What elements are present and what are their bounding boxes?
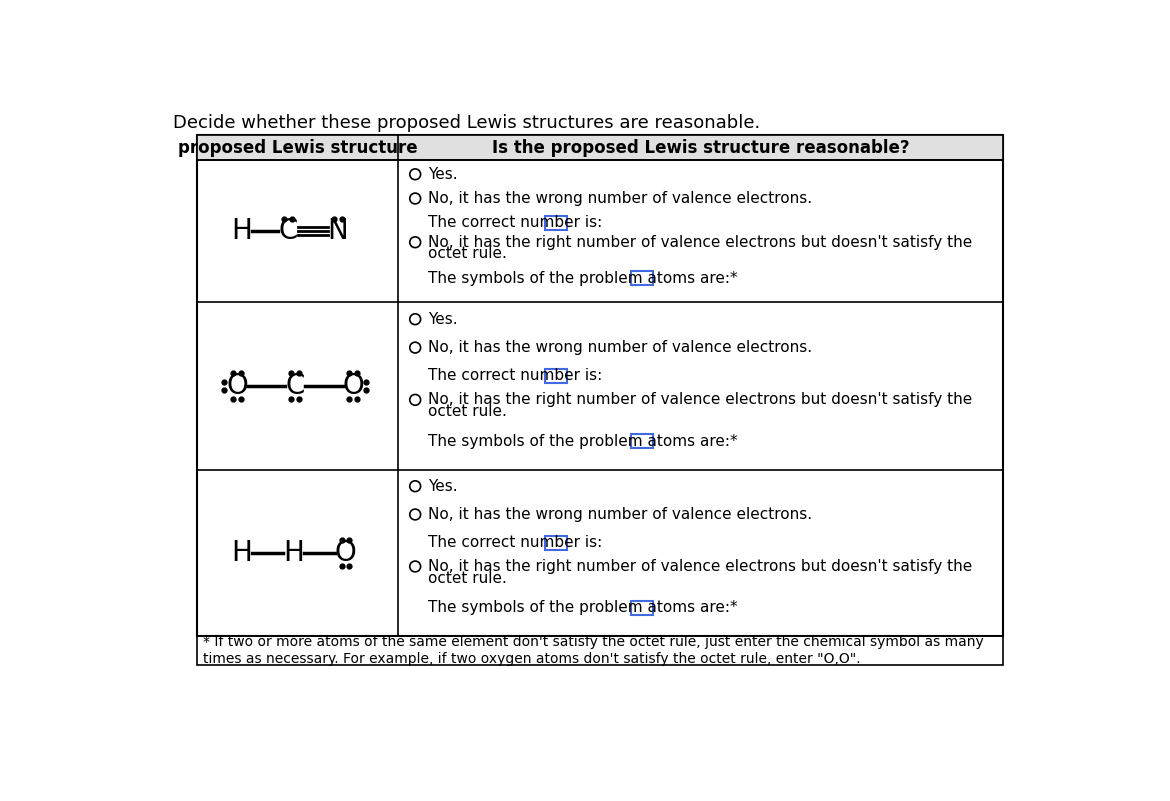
Text: The symbols of the problem atoms are:*: The symbols of the problem atoms are:* (427, 433, 737, 449)
Text: No, it has the right number of valence electrons but doesn't satisfy the: No, it has the right number of valence e… (427, 559, 972, 574)
Text: No, it has the wrong number of valence electrons.: No, it has the wrong number of valence e… (427, 507, 812, 522)
Text: Is the proposed Lewis structure reasonable?: Is the proposed Lewis structure reasonab… (491, 139, 909, 157)
Polygon shape (545, 215, 567, 230)
Polygon shape (632, 434, 653, 448)
Text: No, it has the wrong number of valence electrons.: No, it has the wrong number of valence e… (427, 340, 812, 355)
Text: The symbols of the problem atoms are:*: The symbols of the problem atoms are:* (427, 271, 737, 286)
Text: octet rule.: octet rule. (427, 404, 507, 419)
Polygon shape (632, 601, 653, 614)
Text: No, it has the wrong number of valence electrons.: No, it has the wrong number of valence e… (427, 191, 812, 206)
Text: C: C (285, 372, 304, 400)
Text: The correct number is:: The correct number is: (427, 368, 601, 384)
Text: H: H (283, 539, 304, 567)
Text: octet rule.: octet rule. (427, 570, 507, 586)
Text: O: O (343, 372, 364, 400)
Polygon shape (545, 369, 567, 383)
Polygon shape (545, 536, 567, 549)
Text: The correct number is:: The correct number is: (427, 215, 601, 230)
Text: H: H (232, 539, 252, 567)
Text: N: N (328, 217, 347, 245)
Text: Yes.: Yes. (427, 167, 457, 182)
Text: * If two or more atoms of the same element don't satisfy the octet rule, just en: * If two or more atoms of the same eleme… (202, 635, 984, 666)
Text: Yes.: Yes. (427, 312, 457, 327)
Text: proposed Lewis structure: proposed Lewis structure (178, 139, 418, 157)
Text: Decide whether these proposed Lewis structures are reasonable.: Decide whether these proposed Lewis stru… (173, 114, 760, 132)
Polygon shape (197, 135, 1003, 636)
Text: The correct number is:: The correct number is: (427, 535, 601, 550)
Polygon shape (632, 272, 653, 285)
Text: No, it has the right number of valence electrons but doesn't satisfy the: No, it has the right number of valence e… (427, 392, 972, 408)
Polygon shape (197, 636, 1003, 665)
Text: O: O (226, 372, 248, 400)
Polygon shape (197, 135, 1003, 160)
Text: No, it has the right number of valence electrons but doesn't satisfy the: No, it has the right number of valence e… (427, 235, 972, 250)
Text: octet rule.: octet rule. (427, 246, 507, 261)
Text: The symbols of the problem atoms are:*: The symbols of the problem atoms are:* (427, 600, 737, 615)
Text: C: C (278, 217, 297, 245)
Text: O: O (335, 539, 357, 567)
Text: Yes.: Yes. (427, 479, 457, 493)
Text: H: H (232, 217, 252, 245)
